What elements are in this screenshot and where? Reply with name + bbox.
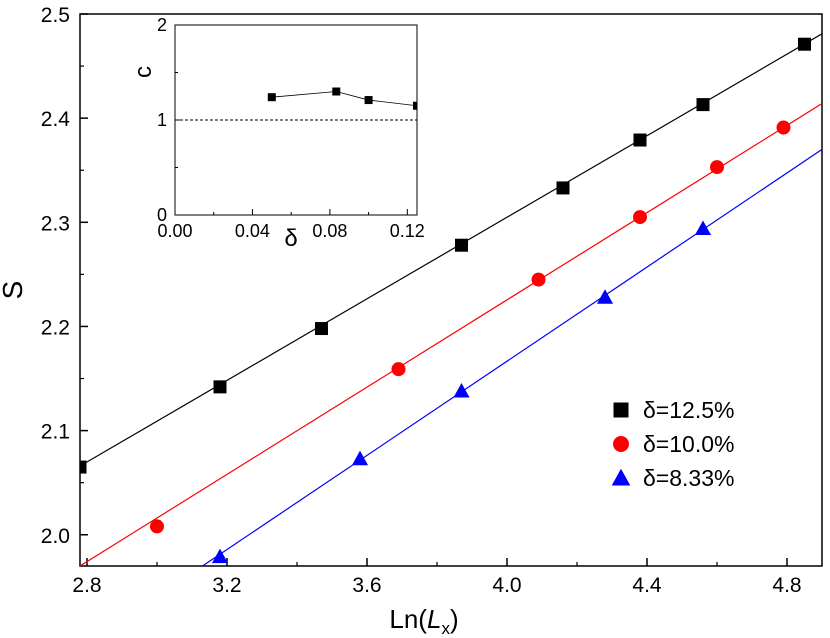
y-axis-label: S [0, 281, 28, 300]
legend-marker-series-1 [613, 436, 629, 452]
data-point-series-2 [351, 450, 369, 466]
data-point-series-1 [710, 160, 724, 175]
inset-x-tick-label: 0.00 [157, 221, 192, 241]
data-point-series-0 [455, 238, 468, 252]
x-tick-label: 2.8 [72, 574, 101, 597]
x-tick-label: 3.6 [352, 574, 381, 597]
inset-x-axis-label: δ [284, 225, 297, 252]
y-tick-label: 2.0 [41, 525, 70, 548]
inset-data-point [332, 87, 341, 96]
legend-label-series-0: δ=12.5% [643, 397, 734, 423]
data-point-series-1 [776, 120, 791, 135]
data-point-series-1 [391, 362, 406, 377]
inset-y-tick-label: 1 [157, 110, 167, 130]
y-tick-label: 2.4 [41, 108, 71, 131]
legend-marker-series-0 [613, 402, 629, 418]
inset-series-group [267, 87, 417, 110]
data-point-series-0 [633, 133, 647, 147]
main-plot-area: 2.8 3.2 3.6 4.0 4.4 4.8 2.0 2.1 2.2 2.3 2.4 2.5 [41, 4, 822, 597]
data-point-series-0 [213, 380, 227, 394]
data-point-series-1 [150, 519, 164, 534]
legend-label-series-2: δ=8.33% [643, 465, 734, 491]
inset-y-axis-label: c [130, 66, 157, 78]
data-point-series-0 [696, 98, 710, 112]
data-point-series-2 [596, 289, 614, 304]
inset-x-tick-label: 0.04 [235, 221, 270, 241]
data-point-series-0 [315, 322, 328, 336]
x-tick-label: 4.8 [772, 574, 801, 597]
main-series-group [80, 33, 822, 566]
inset-y-tick-label: 2 [157, 15, 167, 35]
inset-y-tick-label: 0 [157, 205, 167, 225]
data-point-series-0 [80, 460, 87, 474]
x-axis-label: Ln(Lx) [389, 604, 458, 638]
legend-marker-series-2 [611, 468, 631, 486]
x-tick-label: 4.0 [492, 574, 521, 597]
y-tick-label: 2.1 [41, 421, 70, 444]
y-tick-label: 2.5 [41, 4, 70, 27]
inset-data-point [267, 93, 276, 102]
x-tick-label: 4.4 [632, 574, 662, 597]
data-point-series-1 [633, 210, 647, 225]
inset-data-point [364, 96, 373, 105]
y-tick-label: 2.3 [41, 212, 70, 235]
fit-line-series-2 [202, 148, 822, 566]
main-plot-frame [79, 13, 823, 567]
inset-x-tick-label: 0.12 [390, 221, 425, 241]
x-tick-label: 3.2 [212, 574, 241, 597]
inset-plot-area: 0.00 0.04 0.08 0.12 0 1 2 [157, 15, 425, 241]
inset-data-point [413, 101, 417, 110]
data-point-series-0 [798, 37, 811, 51]
data-point-series-2 [694, 220, 712, 236]
data-point-series-1 [531, 272, 546, 287]
data-point-series-2 [211, 548, 229, 564]
inset-x-tick-label: 0.08 [312, 221, 347, 241]
legend-label-series-1: δ=10.0% [643, 431, 734, 457]
legend: δ=12.5% δ=10.0% δ=8.33% [611, 397, 734, 491]
inset-series-line [271, 91, 417, 107]
y-tick-label: 2.2 [41, 316, 70, 339]
fit-line-series-1 [80, 103, 822, 566]
data-point-series-2 [453, 382, 470, 398]
data-point-series-0 [556, 181, 570, 195]
